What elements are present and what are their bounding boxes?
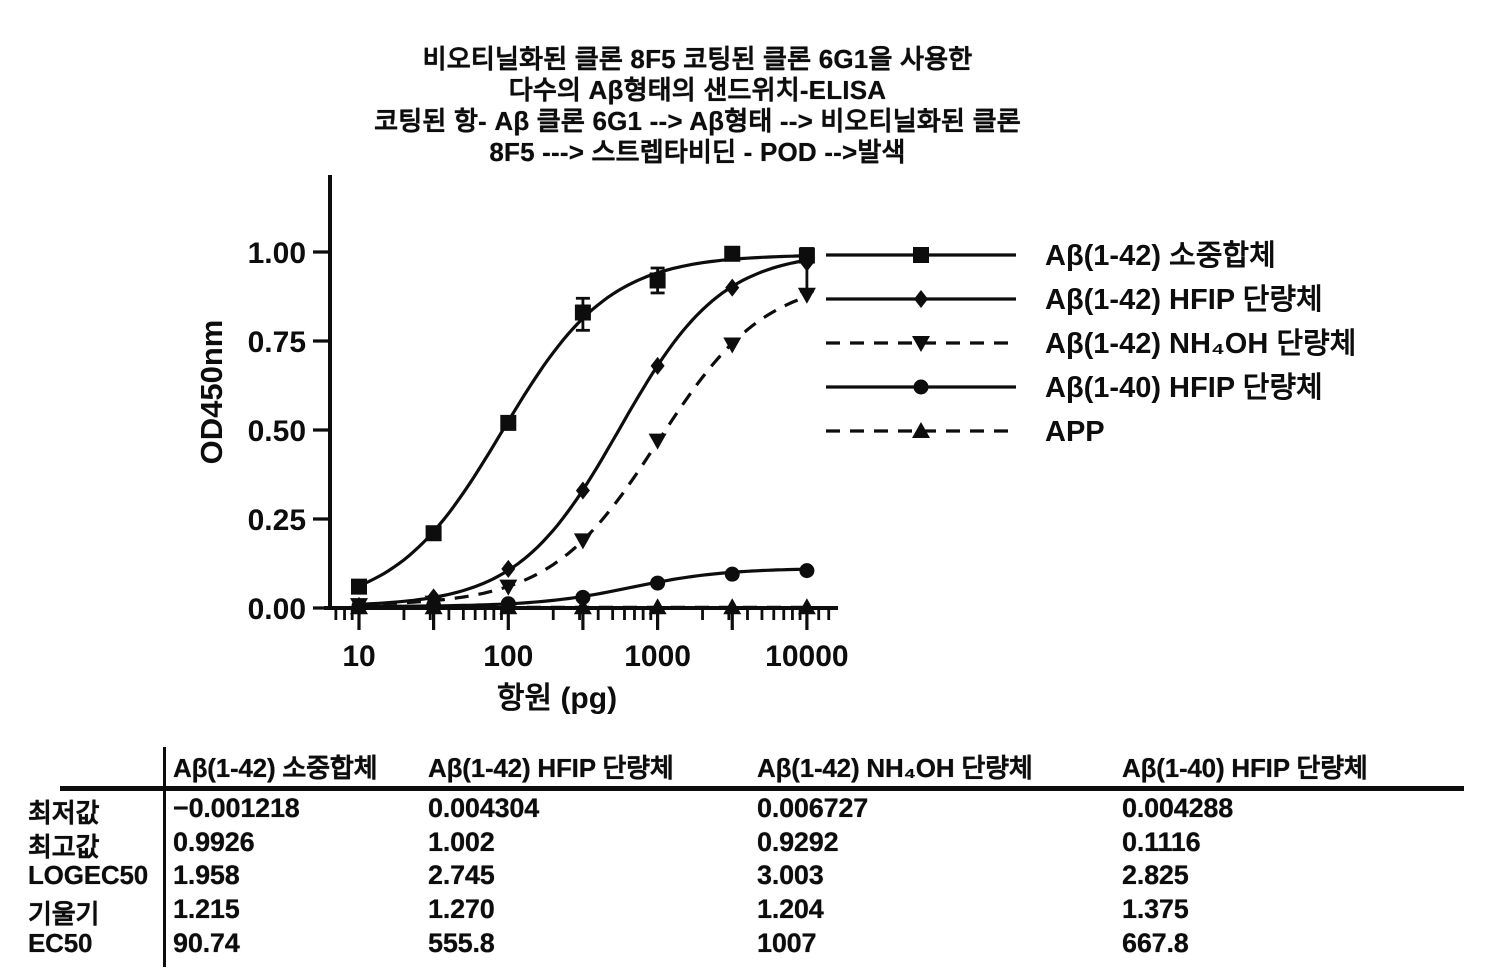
- table-cell: 1007: [757, 928, 817, 958]
- table-cell: 2.745: [428, 860, 495, 890]
- table-cell: 0.9926: [173, 827, 255, 857]
- y-axis-label: OD450nm: [194, 320, 229, 465]
- table-column-header: Aβ(1-42) HFIP 단량체: [428, 753, 674, 783]
- elisa-dose-response-chart: 0.00 0.25 0.50 0.75 1.00 10 100 1000 10000 항원 (pg…: [194, 175, 1356, 715]
- x-tick-label: 1000: [624, 640, 691, 673]
- table-cell: 2.825: [1122, 860, 1189, 890]
- table-cell: 1.002: [428, 827, 495, 857]
- y-tick-label: 0.75: [248, 326, 306, 359]
- legend-label: Aβ(1-40) HFIP 단량체: [1045, 371, 1323, 404]
- legend-label: APP: [1045, 416, 1105, 448]
- legend-item-1: Aβ(1-42) HFIP 단량체: [826, 283, 1323, 316]
- title-line-2: 다수의 Aβ형태의 샌드위치-ELISA: [508, 75, 887, 105]
- table-row-label: 기울기: [28, 899, 100, 929]
- legend-label: Aβ(1-42) HFIP 단량체: [1045, 283, 1323, 316]
- x-tick-label: 10: [342, 640, 375, 673]
- table-cell: 1.375: [1122, 894, 1189, 924]
- table-row-label: EC50: [28, 928, 93, 958]
- table-cell: 0.004288: [1122, 793, 1234, 823]
- y-tick-label: 0.50: [248, 415, 306, 448]
- table-cell: 3.003: [757, 860, 824, 890]
- legend-item-0: Aβ(1-42) 소중합체: [826, 239, 1276, 272]
- x-axis-label: 항원 (pg): [497, 682, 617, 715]
- table-cell: 0.006727: [757, 793, 869, 823]
- legend-item-2: Aβ(1-42) NH₄OH 단량체: [826, 327, 1356, 360]
- legend-item-3: Aβ(1-40) HFIP 단량체: [826, 371, 1323, 404]
- table-cell: 0.004304: [428, 793, 540, 823]
- table-row-label: 최고값: [28, 832, 100, 862]
- table-vertical-rule: [163, 747, 166, 967]
- title-line-3: 코팅된 항- Aβ 클론 6G1 --> Aβ형태 --> 비오티닐화된 클론: [374, 106, 1021, 136]
- table-cell: 1.215: [173, 894, 240, 924]
- table-cell: −0.001218: [173, 793, 300, 823]
- table-row-label: LOGEC50: [28, 860, 148, 890]
- y-tick-label: 0.25: [248, 504, 306, 537]
- title-line-1: 비오티닐화된 클론 8F5 코팅된 클론 6G1을 사용한: [422, 44, 973, 74]
- table-cell: 0.1116: [1122, 827, 1201, 857]
- table-column-header: Aβ(1-40) HFIP 단량체: [1122, 753, 1368, 783]
- table-cell: 667.8: [1122, 928, 1189, 958]
- table-cell: 1.204: [757, 894, 824, 924]
- table-cell: 1.958: [173, 860, 240, 890]
- y-tick-label: 0.00: [248, 593, 306, 626]
- series-markers-4: [350, 598, 816, 615]
- table-header-rule: [60, 786, 1464, 791]
- x-tick-label: 100: [483, 640, 533, 673]
- table-column-header: Aβ(1-42) NH₄OH 단량체: [757, 753, 1033, 783]
- table-cell: 555.8: [428, 928, 495, 958]
- legend-item-4: APP: [826, 416, 1105, 448]
- table-cell: 90.74: [173, 928, 240, 958]
- table-cell: 1.270: [428, 894, 495, 924]
- figure-title: 비오티닐화된 클론 8F5 코팅된 클론 6G1을 사용한 다수의 Aβ형태의 …: [95, 44, 1300, 168]
- y-tick-label: 1.00: [248, 237, 306, 270]
- legend-label: Aβ(1-42) 소중합체: [1045, 239, 1276, 272]
- table-row-label: 최저값: [28, 798, 100, 828]
- title-line-4: 8F5 ---> 스트렙타비딘 - POD -->발색: [489, 137, 906, 167]
- table-column-header: Aβ(1-42) 소중합체: [173, 753, 378, 783]
- table-cell: 0.9292: [757, 827, 839, 857]
- x-tick-label: 10000: [765, 640, 848, 673]
- legend-label: Aβ(1-42) NH₄OH 단량체: [1045, 327, 1356, 360]
